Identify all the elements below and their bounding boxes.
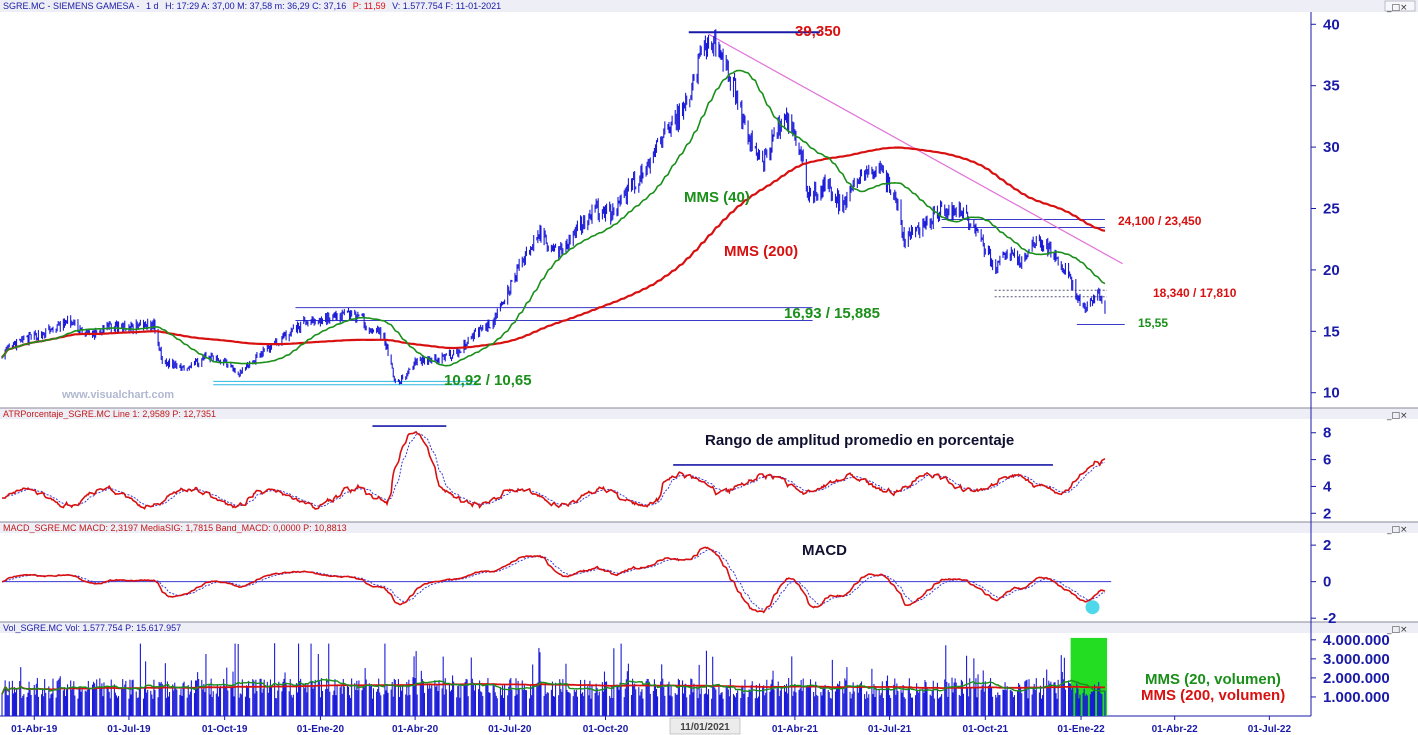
window-buttons-icon[interactable]: _□× (1386, 625, 1408, 635)
price-tick-label: 35 (1323, 78, 1340, 95)
macd-signal-line (1, 549, 1106, 611)
date-tick-label: 01-Jul-19 (107, 724, 151, 735)
price-panel-header (0, 0, 1418, 12)
atr-tick-label: 6 (1323, 452, 1331, 469)
macd-tick-label: 0 (1323, 574, 1331, 591)
date-tick-label: 01-Abr-21 (772, 724, 819, 735)
date-tick-label: 01-Abr-19 (11, 724, 58, 735)
date-tick-label: 01-Abr-22 (1152, 724, 1199, 735)
atr-tick-label: 2 (1323, 505, 1331, 522)
legend-mms-200: MMS (200) (724, 243, 798, 260)
atr-tick-label: 8 (1323, 425, 1331, 442)
macd-header: MACD_SGRE.MC MACD: 2,3197 MediaSIG: 1,78… (3, 523, 347, 533)
date-tick-label: 01-Oct-21 (963, 724, 1009, 735)
annotation-support-2: 10,92 / 10,65 (444, 372, 532, 389)
date-tick-label: 01-Ene-20 (297, 724, 345, 735)
watermark: www.visualchart.com (61, 389, 174, 401)
window-buttons-icon[interactable]: _□× (1386, 525, 1408, 535)
macd-tick-label: 2 (1323, 537, 1331, 554)
macd-panel-header (0, 522, 1418, 533)
mms-40-line (1, 69, 1106, 367)
cursor-date-box (669, 717, 741, 735)
volume-window-controls[interactable]: _□× (1386, 625, 1408, 635)
macd-tick-label: -2 (1323, 610, 1336, 627)
date-tick-label: 01-Jul-22 (1248, 724, 1292, 735)
volume-tick-label: 3.000.000 (1323, 651, 1390, 668)
volume-panel-header (0, 622, 1418, 633)
macd-title: MACD (802, 542, 847, 559)
annotation-high: 39,350 (795, 23, 841, 40)
annotation-support-1: 16,93 / 15,885 (784, 305, 880, 322)
window-buttons-icon[interactable]: _□× (1386, 3, 1408, 13)
price-tick-label: 10 (1323, 385, 1340, 402)
volume-header: Vol_SGRE.MC Vol: 1.577.754 P: 15.617.957 (3, 623, 181, 633)
date-tick-label: 01-Jul-21 (868, 724, 912, 735)
axes: 10152025303540246820-21.000.0002.000.000… (11, 16, 1390, 735)
price-tick-label: 25 (1323, 201, 1340, 218)
legend-volume-mms-20: MMS (20, volumen) (1145, 671, 1281, 688)
price-plot (1, 29, 1125, 386)
legend-volume-mms-200: MMS (200, volumen) (1141, 687, 1285, 704)
date-tick-label: 01-Ene-22 (1057, 724, 1105, 735)
atr-panel-header (0, 408, 1418, 419)
macd-cross-marker (1085, 600, 1100, 615)
atr-window-controls[interactable]: _□× (1386, 411, 1408, 421)
annotation-resistance-1: 24,100 / 23,450 (1118, 214, 1202, 228)
volume-tick-label: 2.000.000 (1323, 670, 1390, 687)
volume-tick-label: 1.000.000 (1323, 689, 1390, 706)
volume-mms-20-line (1, 678, 1106, 695)
macd-plot (1, 546, 1112, 615)
atr-tick-label: 4 (1323, 478, 1332, 495)
date-tick-label: 01-Oct-19 (202, 724, 248, 735)
atr-plot (1, 425, 1106, 510)
annotation-low: 15,55 (1138, 316, 1168, 330)
annotation-resistance-2: 18,340 / 17,810 (1153, 286, 1237, 300)
window-buttons-icon[interactable]: _□× (1386, 411, 1408, 421)
atr-header: ATRPorcentaje_SGRE.MC Line 1: 2,9589 P: … (3, 409, 216, 419)
price-tick-label: 30 (1323, 139, 1340, 156)
macd-line (1, 546, 1106, 614)
atr-title: Rango de amplitud promedio en porcentaje (705, 432, 1014, 449)
date-tick-label: 01-Jul-20 (488, 724, 532, 735)
price-window-controls[interactable]: _□× (1384, 0, 1416, 13)
price-header: SGRE.MC - SIEMENS GAMESA - 1 d H: 17:29 … (3, 1, 501, 11)
price-tick-label: 15 (1323, 323, 1340, 340)
volume-plot (1, 637, 1108, 716)
legend-mms-40: MMS (40) (684, 189, 750, 206)
atr-line (1, 430, 1106, 510)
mms-200-line (1, 146, 1106, 359)
macd-window-controls[interactable]: _□× (1386, 525, 1408, 535)
price-tick-label: 40 (1323, 16, 1340, 33)
price-tick-label: 20 (1323, 262, 1340, 279)
date-tick-label: 01-Oct-20 (583, 724, 629, 735)
volume-tick-label: 4.000.000 (1323, 632, 1390, 649)
date-tick-label: 01-Abr-20 (392, 724, 439, 735)
cursor-date: 11/01/2021 (680, 722, 730, 733)
